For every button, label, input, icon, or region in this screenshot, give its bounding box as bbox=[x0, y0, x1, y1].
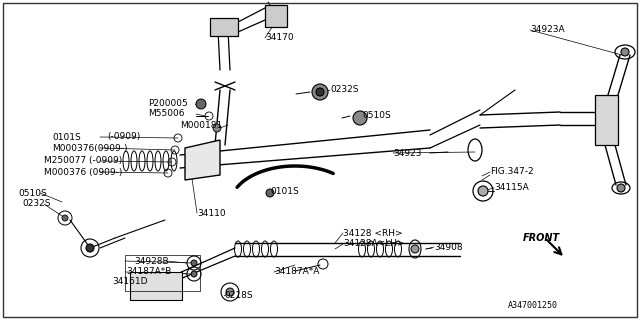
Circle shape bbox=[353, 111, 367, 125]
Text: 34908: 34908 bbox=[434, 243, 463, 252]
Text: FIG.347-2: FIG.347-2 bbox=[490, 167, 534, 177]
Text: 0101S: 0101S bbox=[52, 132, 81, 141]
Circle shape bbox=[316, 88, 324, 96]
Circle shape bbox=[62, 215, 68, 221]
Text: M250077 (-0909): M250077 (-0909) bbox=[44, 156, 122, 165]
Circle shape bbox=[196, 99, 206, 109]
Text: A347001250: A347001250 bbox=[508, 301, 558, 310]
Text: 34928B: 34928B bbox=[134, 257, 168, 266]
Polygon shape bbox=[595, 95, 618, 145]
Text: M55006: M55006 bbox=[148, 109, 184, 118]
Circle shape bbox=[266, 189, 274, 197]
Text: 0510S: 0510S bbox=[18, 188, 47, 197]
Text: 34161D: 34161D bbox=[112, 277, 147, 286]
Text: FRONT: FRONT bbox=[523, 233, 560, 243]
Text: M000376 (0909-): M000376 (0909-) bbox=[44, 167, 122, 177]
Text: 34110: 34110 bbox=[197, 209, 226, 218]
Circle shape bbox=[411, 245, 419, 253]
Text: 34128A<LH>: 34128A<LH> bbox=[343, 239, 404, 249]
Circle shape bbox=[478, 186, 488, 196]
Text: 0232S: 0232S bbox=[330, 85, 358, 94]
Bar bbox=[210, 18, 238, 36]
Bar bbox=[125, 255, 200, 291]
Text: 0101S: 0101S bbox=[270, 188, 299, 196]
Text: M000181: M000181 bbox=[180, 121, 222, 130]
Text: 34187A*B: 34187A*B bbox=[126, 268, 172, 276]
Polygon shape bbox=[185, 140, 220, 180]
Circle shape bbox=[86, 244, 94, 252]
Circle shape bbox=[226, 288, 234, 296]
Text: 34115A: 34115A bbox=[494, 183, 529, 193]
Text: 0232S: 0232S bbox=[22, 199, 51, 209]
Text: 34187A*A: 34187A*A bbox=[274, 268, 319, 276]
Text: 0218S: 0218S bbox=[224, 292, 253, 300]
Circle shape bbox=[312, 84, 328, 100]
Bar bbox=[265, 5, 287, 27]
Text: (-0909): (-0909) bbox=[107, 132, 140, 141]
Text: 34923: 34923 bbox=[393, 148, 422, 157]
Circle shape bbox=[213, 124, 221, 132]
Text: 0510S: 0510S bbox=[362, 110, 391, 119]
Circle shape bbox=[617, 184, 625, 192]
Text: 34170: 34170 bbox=[265, 34, 294, 43]
Text: P200005: P200005 bbox=[148, 99, 188, 108]
Circle shape bbox=[191, 271, 197, 277]
Text: M000376(0909-): M000376(0909-) bbox=[52, 143, 127, 153]
Text: 34923A: 34923A bbox=[530, 26, 564, 35]
Circle shape bbox=[191, 260, 197, 266]
Bar bbox=[130, 272, 182, 300]
Text: 34128 <RH>: 34128 <RH> bbox=[343, 228, 403, 237]
Circle shape bbox=[621, 48, 629, 56]
